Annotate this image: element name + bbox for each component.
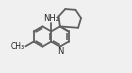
Text: CH₃: CH₃ (11, 42, 25, 51)
Text: NH₂: NH₂ (43, 14, 59, 23)
Text: N: N (57, 47, 63, 56)
